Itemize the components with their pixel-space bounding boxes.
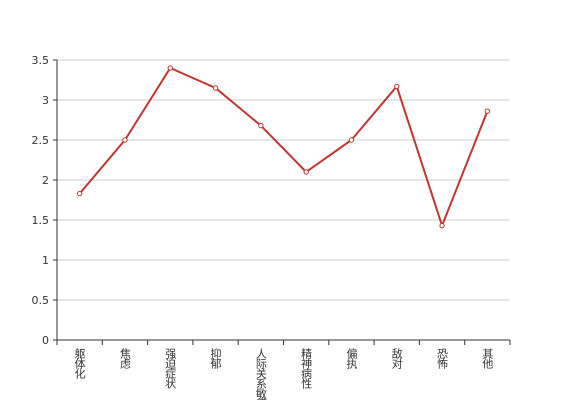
point xyxy=(484,108,491,114)
x-tick-label: 躯体化 xyxy=(73,348,86,380)
y-tick-label: 3 xyxy=(42,94,49,107)
x-tick-label: 抑郁 xyxy=(209,347,222,369)
point xyxy=(439,222,445,229)
y-tick-label: 1 xyxy=(42,254,49,267)
x-tick-label: 恐怖 xyxy=(436,348,449,369)
point xyxy=(76,190,83,197)
y-tick-label: 1.5 xyxy=(32,214,50,227)
point xyxy=(122,137,128,143)
point xyxy=(167,65,173,71)
point xyxy=(212,85,219,91)
y-tick-label: 3.5 xyxy=(32,54,50,67)
x-tick-label: 人际关系敏感 xyxy=(254,348,267,400)
x-tick-label: 其他 xyxy=(481,348,494,369)
y-tick-label: 2 xyxy=(42,174,49,187)
line xyxy=(78,66,489,229)
y-tick-label: 0 xyxy=(42,334,49,347)
y-tick-label: 0.5 xyxy=(32,294,50,307)
x-tick-label: 强迫症状 xyxy=(164,348,177,389)
point xyxy=(348,137,355,143)
x-tick-label: 焦虑 xyxy=(118,348,131,369)
y-tick-label: 2.5 xyxy=(32,134,50,147)
point xyxy=(394,83,400,90)
point xyxy=(303,169,309,175)
x-tick-label: 偏执 xyxy=(345,347,358,370)
x-tick-label: 敌对 xyxy=(390,347,403,369)
x-tick-label: 精神病性 xyxy=(300,348,313,390)
point xyxy=(258,122,264,129)
